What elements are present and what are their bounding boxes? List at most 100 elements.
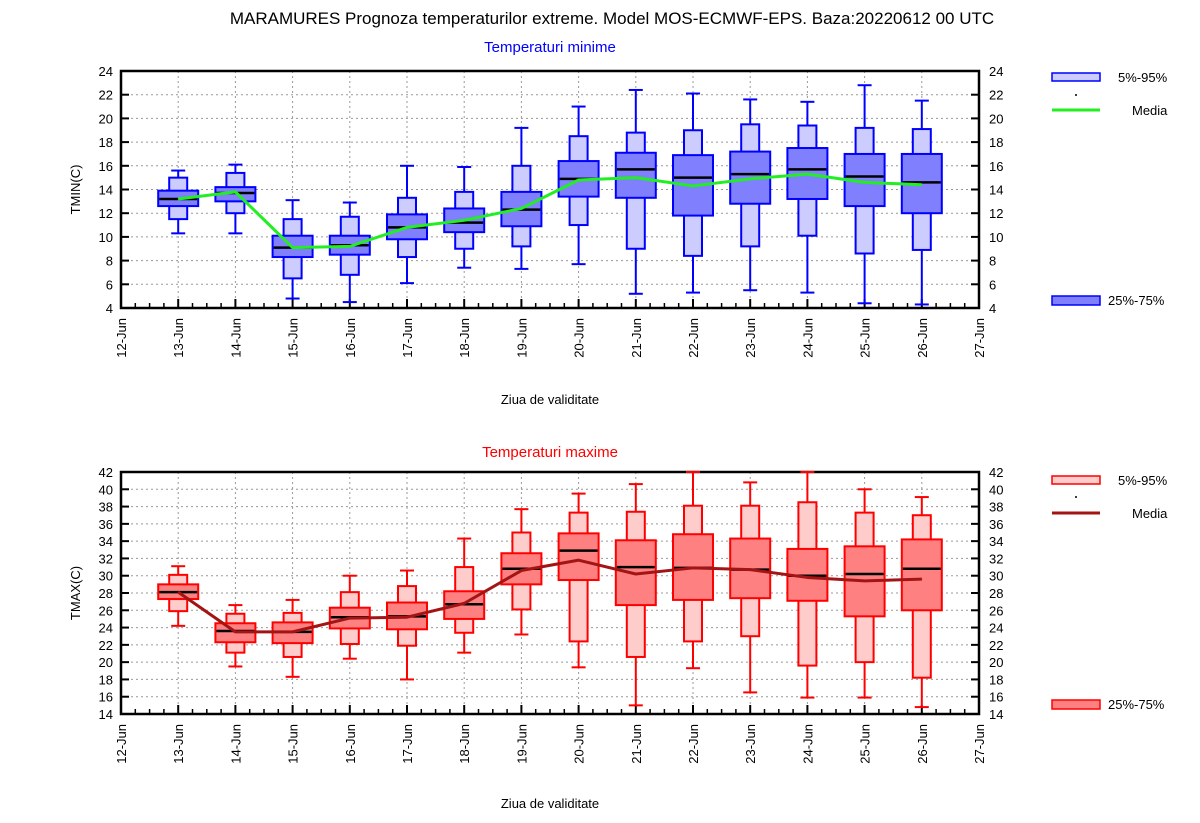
- mean-point: [463, 602, 465, 604]
- x-tick-label: 26-Jun: [915, 724, 930, 764]
- x-tick-label: 19-Jun: [514, 318, 529, 358]
- box-19-Jun: [500, 126, 543, 270]
- x-tick-label: 18-Jun: [457, 318, 472, 358]
- x-tick-label: 15-Jun: [286, 724, 301, 764]
- y-tick-label-right: 20: [989, 111, 1003, 126]
- tmax-legend: 5%-95% Media 25%-75%: [1051, 473, 1168, 712]
- tmax-y-axis-label: TMAX(C): [68, 566, 83, 620]
- legend-swatch-5-95: [1051, 475, 1101, 485]
- x-tick-label: 12-Jun: [114, 724, 129, 764]
- x-tick-label: 21-Jun: [629, 318, 644, 358]
- y-tick-label-right: 16: [989, 690, 1003, 705]
- x-tick-label: 23-Jun: [743, 724, 758, 764]
- y-tick-label-left: 42: [99, 465, 113, 480]
- legend-label-5-95: 5%-95%: [1118, 70, 1168, 85]
- y-tick-label-right: 38: [989, 500, 1003, 515]
- y-tick-label-right: 22: [989, 638, 1003, 653]
- y-tick-label-left: 10: [99, 230, 113, 245]
- legend-dot: [1075, 94, 1077, 96]
- mean-point: [292, 631, 294, 633]
- y-tick-label-left: 6: [106, 277, 113, 292]
- x-tick-label: 12-Jun: [114, 318, 129, 358]
- y-tick-label-right: 28: [989, 586, 1003, 601]
- mean-point: [864, 181, 866, 183]
- tmin-subtitle: Temperaturi minime: [484, 39, 616, 56]
- box-16-Jun: [328, 201, 371, 304]
- mean-point: [921, 578, 923, 580]
- mean-point: [749, 178, 751, 180]
- legend-label-mean: Media: [1132, 506, 1168, 521]
- tmin-plot-frame: [119, 69, 981, 310]
- legend-dot: [1075, 496, 1077, 498]
- y-tick-label-right: 24: [989, 64, 1003, 79]
- y-tick-label-right: 36: [989, 517, 1003, 532]
- box-15-Jun: [271, 598, 314, 678]
- x-tick-label: 16-Jun: [343, 724, 358, 764]
- x-tick-label: 17-Jun: [400, 724, 415, 764]
- tmax-mean-line: [177, 558, 922, 634]
- y-tick-label-right: 30: [989, 569, 1003, 584]
- y-tick-label-right: 22: [989, 88, 1003, 103]
- y-tick-label-left: 28: [99, 586, 113, 601]
- x-tick-label: 23-Jun: [743, 318, 758, 358]
- x-tick-label: 13-Jun: [171, 318, 186, 358]
- y-tick-label-left: 24: [99, 64, 113, 79]
- y-tick-label-left: 32: [99, 551, 113, 566]
- y-tick-label-right: 8: [989, 254, 996, 269]
- y-tick-label-right: 18: [989, 135, 1003, 150]
- box-14-Jun: [214, 604, 257, 668]
- y-tick-label-left: 4: [106, 301, 113, 316]
- mean-point: [806, 576, 808, 578]
- mean-point: [635, 573, 637, 575]
- y-tick-label-left: 12: [99, 206, 113, 221]
- x-tick-label: 26-Jun: [915, 318, 930, 358]
- y-tick-label-left: 18: [99, 672, 113, 687]
- x-tick-label: 25-Jun: [858, 724, 873, 764]
- box-17-Jun: [386, 569, 428, 681]
- box-26-Jun: [900, 496, 943, 709]
- box-23-Jun: [729, 98, 772, 292]
- y-tick-label-left: 26: [99, 603, 113, 618]
- y-tick-label-right: 18: [989, 672, 1003, 687]
- tmin-chart: Temperaturi minime 4 4 6 6 8 8 10 10 12 12 14 14 16 16…: [68, 39, 1168, 407]
- legend-swatch-25-75: [1051, 699, 1101, 710]
- mean-point: [864, 580, 866, 582]
- box-24-Jun: [786, 100, 829, 294]
- mean-point: [921, 184, 923, 186]
- mean-point: [349, 245, 351, 247]
- box-15-Jun: [271, 199, 314, 300]
- mean-point: [406, 226, 408, 228]
- box-13-Jun: [157, 565, 200, 627]
- y-tick-label-left: 22: [99, 88, 113, 103]
- mean-point: [177, 591, 179, 593]
- mean-point: [234, 191, 236, 193]
- x-tick-label: 19-Jun: [514, 724, 529, 764]
- legend-label-25-75: 25%-75%: [1108, 697, 1165, 712]
- y-tick-label-right: 24: [989, 621, 1003, 636]
- x-tick-label: 20-Jun: [572, 318, 587, 358]
- y-tick-label-right: 20: [989, 655, 1003, 670]
- y-tick-label-right: 10: [989, 230, 1003, 245]
- y-tick-label-right: 12: [989, 206, 1003, 221]
- mean-point: [578, 559, 580, 561]
- x-tick-label: 22-Jun: [686, 318, 701, 358]
- mean-point: [177, 198, 179, 200]
- tmin-legend: 5%-95% Media 25%-75%: [1051, 70, 1168, 308]
- mean-point: [406, 616, 408, 618]
- x-tick-label: 16-Jun: [343, 318, 358, 358]
- x-tick-label: 24-Jun: [800, 724, 815, 764]
- mean-point: [520, 207, 522, 209]
- y-tick-label-left: 34: [99, 534, 113, 549]
- y-tick-label-right: 26: [989, 603, 1003, 618]
- x-tick-label: 14-Jun: [228, 724, 243, 764]
- y-tick-label-left: 18: [99, 135, 113, 150]
- tmax-subtitle: Temperaturi maxime: [482, 444, 618, 461]
- y-tick-label-left: 20: [99, 111, 113, 126]
- mean-point: [520, 570, 522, 572]
- tmin-x-axis-label: Ziua de validitate: [501, 392, 599, 407]
- y-tick-label-right: 14: [989, 183, 1003, 198]
- y-tick-label-right: 6: [989, 277, 996, 292]
- box-13-Jun: [157, 169, 200, 235]
- box-25-75: [900, 538, 943, 612]
